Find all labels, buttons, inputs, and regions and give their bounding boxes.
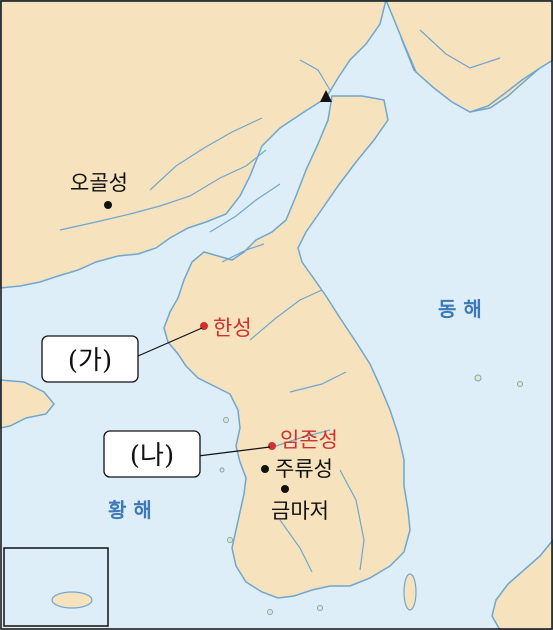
west-landmass xyxy=(0,379,55,429)
callout-na-leader xyxy=(197,446,271,457)
label-hanseong: 한성 xyxy=(213,316,252,340)
geummajeo-dot xyxy=(281,485,289,493)
jeju-island xyxy=(51,591,93,609)
triangle-marker-icon xyxy=(320,90,332,102)
island xyxy=(267,609,273,615)
island xyxy=(219,467,225,473)
island xyxy=(517,381,523,387)
island xyxy=(317,605,323,611)
northeast-coast-land xyxy=(385,0,553,113)
inset-map-frame xyxy=(3,547,109,627)
label-yellow-sea: 황 해 xyxy=(108,498,152,522)
rivers xyxy=(59,29,501,573)
label-juryuseong: 주류성 xyxy=(275,457,333,481)
callout-ga-text: (가) xyxy=(68,346,112,376)
callout-ga-leader xyxy=(137,327,203,357)
korean-peninsula xyxy=(163,95,411,599)
callout-na-box xyxy=(103,430,201,478)
label-ogolseong: 오골성 xyxy=(70,171,128,195)
callout-ga-box xyxy=(41,335,139,383)
juryuseong-dot xyxy=(261,465,269,473)
island xyxy=(227,537,233,543)
callout-na-text: (나) xyxy=(130,441,174,471)
ogolseong-dot xyxy=(104,201,112,209)
label-imjonseong: 임존성 xyxy=(280,428,338,452)
imjonseong-dot xyxy=(268,442,276,450)
label-east-sea: 동 해 xyxy=(438,297,482,321)
island xyxy=(223,417,229,423)
island xyxy=(474,374,482,382)
tsushima-island xyxy=(403,573,417,611)
label-geummajeo: 금마저 xyxy=(271,499,329,523)
japan-landmass xyxy=(491,538,553,630)
